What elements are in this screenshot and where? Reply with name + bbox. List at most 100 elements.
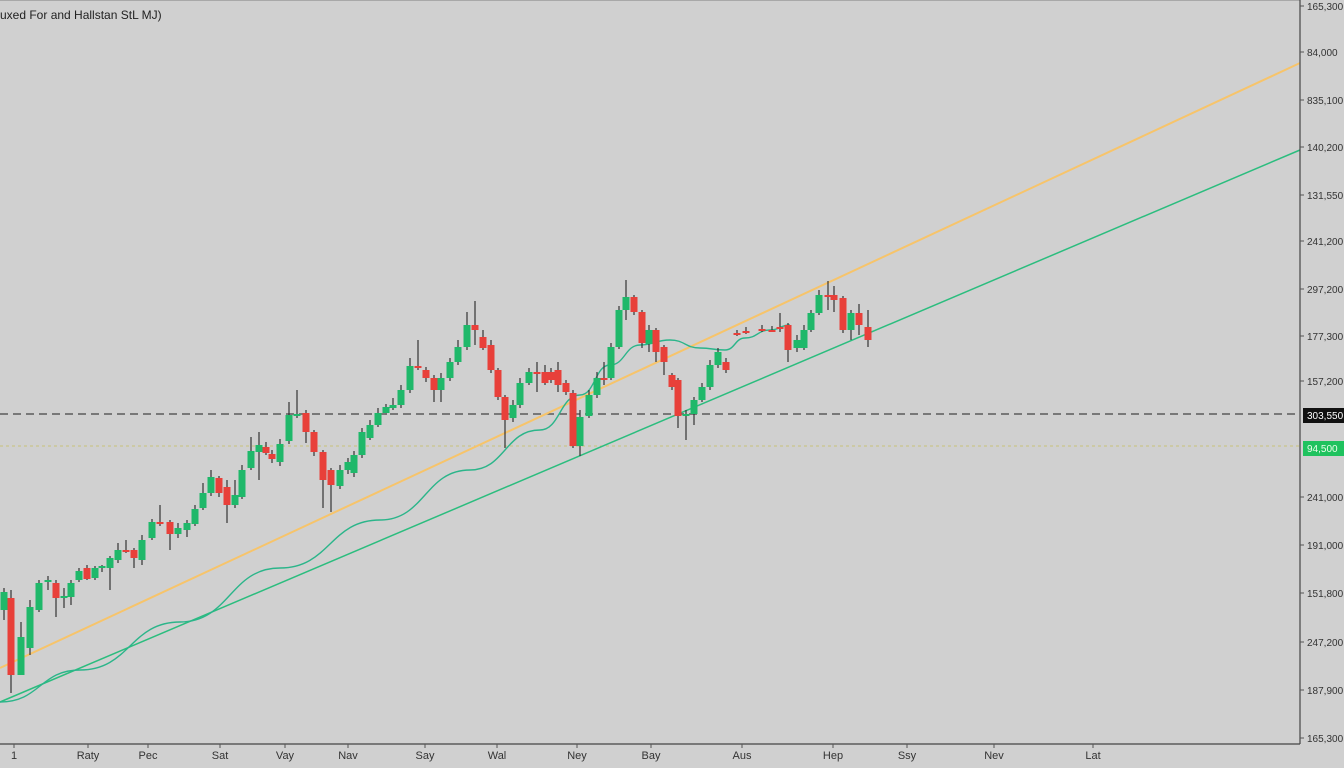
- candle-body: [479, 337, 487, 348]
- candle-body: [293, 414, 301, 416]
- candle-body: [255, 445, 263, 452]
- candle-up: [138, 535, 146, 565]
- candle-body: [807, 313, 815, 330]
- candle-body: [430, 378, 438, 390]
- candle-body: [7, 598, 15, 675]
- candle-down: [487, 340, 495, 373]
- candle-down: [430, 375, 438, 402]
- candle-down: [554, 362, 562, 392]
- candle-body: [509, 405, 517, 418]
- y-tick-label: 140,200: [1307, 143, 1344, 154]
- candle-body: [207, 477, 215, 493]
- candle-body: [67, 583, 75, 597]
- candle-body: [366, 425, 374, 438]
- candle-up: [293, 390, 301, 418]
- candle-up: [366, 420, 374, 440]
- candle-body: [389, 405, 397, 408]
- candle-up: [276, 439, 284, 466]
- candle-body: [122, 550, 130, 552]
- candle-body: [742, 331, 750, 333]
- candle-down: [541, 365, 549, 385]
- candle-body: [562, 383, 570, 392]
- candle-body: [268, 454, 276, 459]
- candle-down: [223, 480, 231, 523]
- candle-body: [319, 452, 327, 480]
- candle-down: [600, 362, 608, 385]
- candle-body: [660, 347, 668, 362]
- candle-down: [733, 330, 741, 336]
- y-tick-label: 241,200: [1307, 237, 1344, 248]
- candle-up: [800, 325, 808, 350]
- candle-up: [382, 404, 390, 415]
- candle-up: [807, 310, 815, 332]
- candle-body: [533, 372, 541, 374]
- candle-body: [344, 462, 352, 470]
- y-tick-label: 165,300: [1307, 734, 1344, 745]
- moving-average-line: [0, 324, 791, 703]
- candle-body: [576, 417, 584, 446]
- candle-body: [652, 330, 660, 352]
- candle-up: [622, 280, 630, 320]
- candle-down: [722, 358, 730, 373]
- candle-down: [562, 380, 570, 395]
- y-tick-label: 247,200: [1307, 638, 1344, 649]
- candle-body: [52, 583, 60, 598]
- candle-up: [358, 428, 366, 458]
- candle-up: [148, 519, 156, 540]
- y-tick-label: 187,900: [1307, 686, 1344, 697]
- candle-up: [231, 480, 239, 508]
- y-tick-label: 177,300: [1307, 332, 1344, 343]
- x-tick-label: Nev: [984, 750, 1004, 762]
- candle-up: [60, 588, 68, 608]
- candle-up: [285, 402, 293, 444]
- candle-down: [501, 395, 509, 448]
- candle-down: [494, 368, 502, 400]
- candle-down: [839, 296, 847, 333]
- candle-down: [742, 327, 750, 334]
- candle-body: [350, 455, 358, 473]
- candle-body: [437, 378, 445, 390]
- candle-up: [714, 348, 722, 368]
- y-tick-label: 835,100: [1307, 96, 1344, 107]
- candle-body: [156, 522, 164, 524]
- candle-up: [706, 360, 714, 390]
- candle-body: [830, 295, 838, 300]
- candle-up: [525, 368, 533, 385]
- candle-body: [645, 330, 653, 344]
- candle-body: [698, 387, 706, 400]
- candle-body: [722, 362, 730, 370]
- candle-down: [668, 373, 676, 390]
- y-tick-label: 165,300: [1307, 2, 1344, 13]
- candle-down: [824, 281, 832, 310]
- candle-up: [44, 576, 52, 590]
- candle-up: [106, 556, 114, 590]
- price-tag-label: 94,500: [1307, 444, 1338, 455]
- x-tick-label: Ssy: [898, 750, 917, 762]
- candle-body: [215, 478, 223, 493]
- x-tick-label: Say: [416, 750, 435, 762]
- candle-down: [156, 505, 164, 526]
- candle-up: [446, 358, 454, 381]
- candle-body: [682, 414, 690, 416]
- candle-down: [638, 310, 646, 348]
- candle-up: [698, 383, 706, 402]
- candle-body: [414, 366, 422, 368]
- candle-up: [174, 523, 182, 538]
- candle-up: [463, 312, 471, 350]
- candle-body: [714, 352, 722, 365]
- reference-price-tag: [1303, 441, 1344, 456]
- y-tick-label: 297,200: [1307, 285, 1344, 296]
- candle-up: [199, 483, 207, 510]
- candle-down: [7, 590, 15, 693]
- candle-body: [494, 370, 502, 397]
- x-tick-label: Vay: [276, 750, 295, 762]
- candle-down: [660, 345, 668, 375]
- x-tick-label: Sat: [212, 750, 229, 762]
- candle-up: [26, 600, 34, 655]
- price-tags: 303,550 94,500: [1303, 408, 1344, 456]
- candle-body: [310, 432, 318, 452]
- candle-body: [247, 451, 255, 468]
- candle-down: [414, 340, 422, 370]
- candle-body: [815, 295, 823, 313]
